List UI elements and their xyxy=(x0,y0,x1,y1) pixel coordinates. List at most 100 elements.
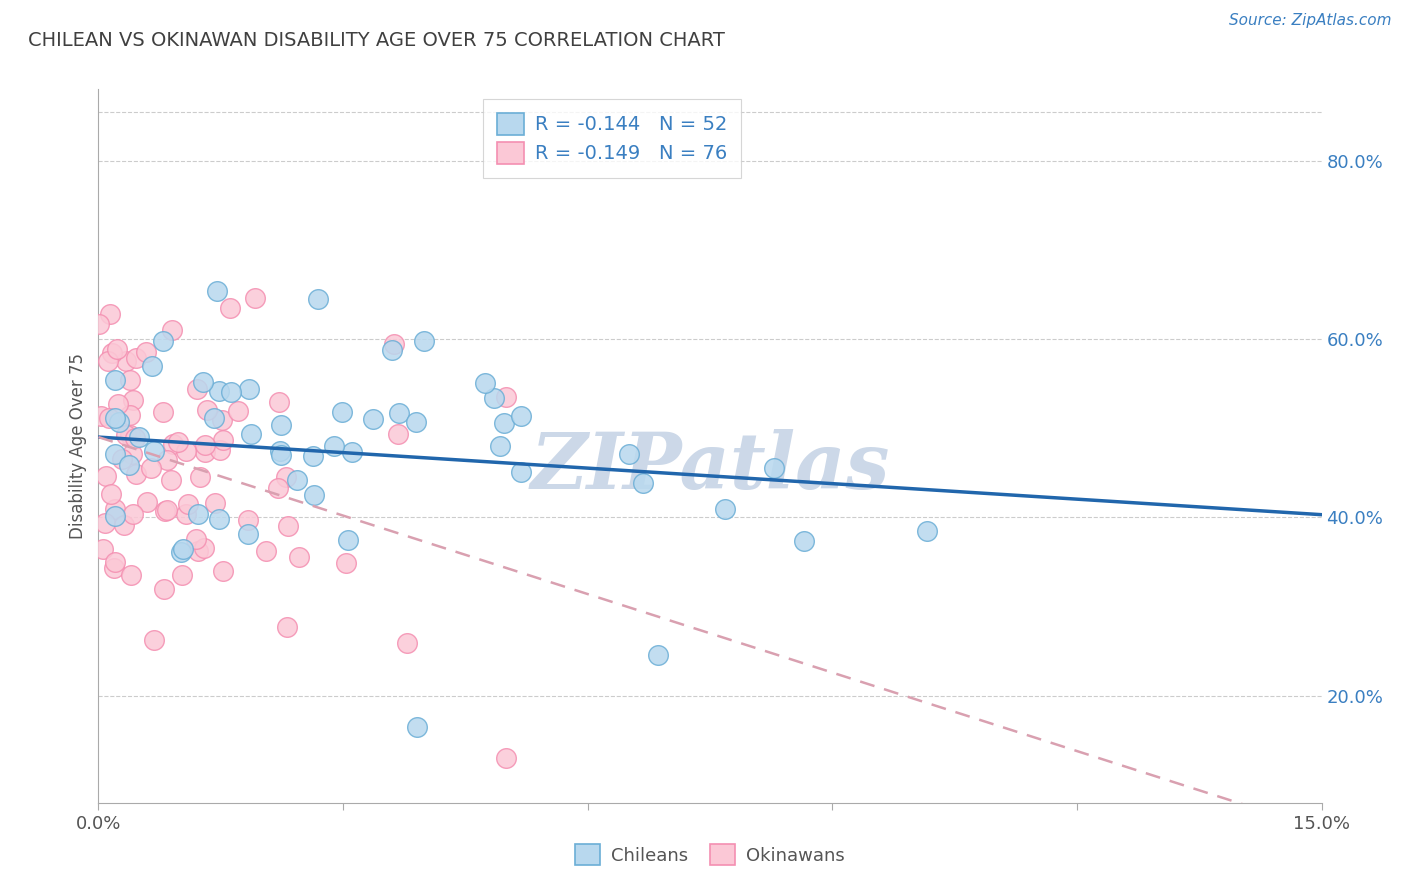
Point xyxy=(915,524,938,538)
Point xyxy=(174,507,197,521)
Text: Source: ZipAtlas.com: Source: ZipAtlas.com xyxy=(1229,13,1392,29)
Point xyxy=(104,410,127,425)
Point xyxy=(387,406,409,420)
Point xyxy=(323,439,346,453)
Point xyxy=(120,374,142,388)
Point xyxy=(207,384,229,399)
Point xyxy=(104,509,127,524)
Point xyxy=(236,527,259,541)
Point xyxy=(276,470,298,484)
Point xyxy=(152,334,174,348)
Point xyxy=(112,518,135,533)
Point xyxy=(98,307,121,321)
Point xyxy=(793,534,815,549)
Point xyxy=(226,404,249,418)
Point xyxy=(195,403,218,417)
Point xyxy=(363,412,385,426)
Text: ZIPatlas: ZIPatlas xyxy=(530,429,890,506)
Point xyxy=(336,533,359,547)
Point xyxy=(277,519,299,533)
Point xyxy=(121,447,143,461)
Point xyxy=(236,513,259,527)
Point xyxy=(494,416,516,430)
Point xyxy=(177,497,200,511)
Point xyxy=(124,351,146,366)
Point xyxy=(156,503,179,517)
Point xyxy=(239,427,262,442)
Point xyxy=(153,504,176,518)
Point xyxy=(103,561,125,575)
Point xyxy=(142,444,165,458)
Point xyxy=(135,345,157,359)
Point xyxy=(111,452,134,467)
Point xyxy=(124,431,146,445)
Point xyxy=(105,342,128,356)
Point xyxy=(254,544,277,558)
Point xyxy=(238,382,260,396)
Point xyxy=(495,751,517,765)
Point xyxy=(270,448,292,462)
Point xyxy=(104,501,127,516)
Point xyxy=(382,336,405,351)
Point xyxy=(104,447,127,461)
Point xyxy=(108,415,131,429)
Point xyxy=(302,449,325,463)
Point xyxy=(714,502,737,516)
Point xyxy=(335,557,357,571)
Point xyxy=(285,473,308,487)
Point xyxy=(209,443,232,458)
Point xyxy=(193,541,215,555)
Point xyxy=(194,445,217,459)
Legend: Chileans, Okinawans: Chileans, Okinawans xyxy=(568,837,852,872)
Point xyxy=(342,445,364,459)
Point xyxy=(276,620,298,634)
Text: CHILEAN VS OKINAWAN DISABILITY AGE OVER 75 CORRELATION CHART: CHILEAN VS OKINAWAN DISABILITY AGE OVER … xyxy=(28,31,725,50)
Point xyxy=(93,516,115,530)
Point xyxy=(98,411,121,425)
Point xyxy=(212,434,235,448)
Point xyxy=(219,385,242,400)
Point xyxy=(160,323,183,337)
Point xyxy=(267,394,290,409)
Point xyxy=(307,292,329,306)
Point xyxy=(647,648,669,662)
Point xyxy=(100,487,122,501)
Point xyxy=(120,567,142,582)
Point xyxy=(160,473,183,487)
Point xyxy=(405,415,427,429)
Point xyxy=(631,475,654,490)
Point xyxy=(128,430,150,444)
Point xyxy=(115,354,138,368)
Point xyxy=(204,496,226,510)
Point xyxy=(120,427,142,442)
Point xyxy=(211,564,233,578)
Point xyxy=(288,549,311,564)
Point xyxy=(510,409,533,423)
Point xyxy=(489,439,512,453)
Point xyxy=(495,390,517,404)
Point xyxy=(762,461,785,475)
Point xyxy=(118,408,141,422)
Point xyxy=(194,438,217,452)
Point xyxy=(153,582,176,597)
Point xyxy=(208,511,231,525)
Point xyxy=(167,435,190,450)
Y-axis label: Disability Age Over 75: Disability Age Over 75 xyxy=(69,353,87,539)
Point xyxy=(412,334,434,348)
Point xyxy=(186,382,208,396)
Point xyxy=(387,427,409,442)
Point xyxy=(104,373,127,387)
Point xyxy=(302,488,325,502)
Point xyxy=(162,437,184,451)
Point xyxy=(474,376,496,391)
Point xyxy=(187,507,209,521)
Point xyxy=(156,453,179,467)
Point xyxy=(142,633,165,648)
Point xyxy=(186,532,208,546)
Point xyxy=(245,291,267,305)
Point xyxy=(269,444,291,458)
Point xyxy=(124,467,146,481)
Point xyxy=(172,541,194,556)
Point xyxy=(170,545,193,559)
Point xyxy=(617,446,640,460)
